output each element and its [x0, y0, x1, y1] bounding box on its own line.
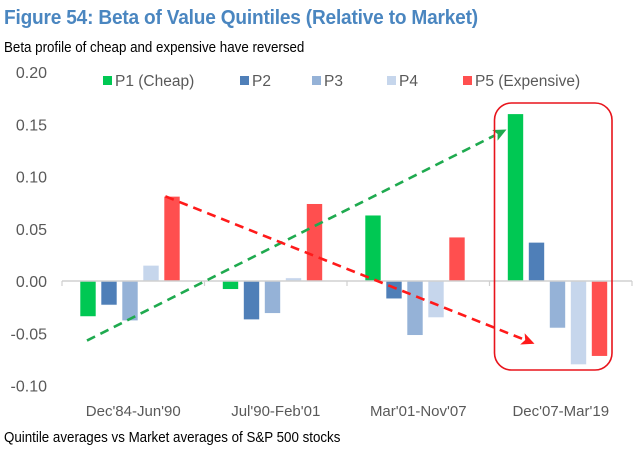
- y-tick-label: 0.00: [16, 274, 47, 291]
- bar-group: [507, 113, 608, 365]
- y-tick-label: 0.20: [16, 65, 47, 82]
- bar: [406, 280, 424, 336]
- legend-label: P2: [252, 73, 271, 90]
- bar: [507, 113, 524, 282]
- bar: [79, 280, 97, 317]
- bar: [121, 280, 139, 322]
- legend-swatch: [463, 76, 472, 85]
- y-axis: 0.20 0.15 0.10 0.05 0.00 -0.05 -0.10: [11, 65, 48, 396]
- legend-item: P3: [312, 73, 343, 90]
- bar: [163, 196, 181, 282]
- y-tick-label: -0.10: [11, 379, 48, 396]
- bar: [264, 280, 281, 314]
- bar-group: [364, 214, 466, 336]
- x-tick-label: Jul'90-Feb'01: [231, 403, 320, 420]
- bar: [100, 280, 118, 306]
- bar: [427, 280, 445, 318]
- bar: [306, 203, 323, 282]
- legend-label: P5 (Expensive): [475, 73, 580, 90]
- y-tick-label: 0.15: [16, 117, 47, 134]
- bar: [243, 280, 260, 320]
- bar-group: [79, 196, 181, 322]
- legend-swatch: [240, 76, 249, 85]
- bar: [570, 280, 587, 365]
- green-trend-arrow: [86, 129, 507, 342]
- bar: [142, 265, 160, 282]
- bar-group: [222, 203, 323, 320]
- arrowhead-icon: [492, 129, 507, 141]
- legend-label: P1 (Cheap): [115, 73, 194, 90]
- bar: [222, 280, 239, 290]
- highlight-box: [493, 102, 613, 371]
- legend-item: P4: [387, 73, 418, 90]
- dashed-line: [164, 195, 523, 341]
- y-tick-label: 0.05: [16, 222, 47, 239]
- arrowhead-icon: [520, 333, 535, 345]
- x-axis: Dec'84-Jun'90 Jul'90-Feb'01 Mar'01-Nov'07 D…: [61, 280, 633, 420]
- red-trend-arrow: [164, 195, 535, 345]
- bars: [79, 113, 608, 365]
- legend: P1 (Cheap) P2 P3 P4 P5 (Expensive): [103, 73, 580, 90]
- bar: [385, 280, 403, 300]
- bar: [528, 242, 545, 282]
- bar: [549, 280, 566, 329]
- bar: [448, 236, 466, 282]
- legend-label: P4: [399, 73, 418, 90]
- y-tick-label: -0.05: [11, 326, 48, 343]
- bar: [591, 280, 608, 357]
- legend-item: P1 (Cheap): [103, 73, 194, 90]
- x-tick-label: Dec'84-Jun'90: [86, 403, 181, 420]
- chart-title: Figure 54: Beta of Value Quintiles (Rela…: [4, 6, 478, 29]
- legend-label: P3: [324, 73, 343, 90]
- chart-subtitle: Beta profile of cheap and expensive have…: [4, 40, 305, 56]
- legend-swatch: [103, 76, 112, 85]
- y-tick-label: 0.10: [16, 170, 47, 187]
- chart-footnote: Quintile averages vs Market averages of …: [4, 430, 341, 446]
- legend-swatch: [387, 76, 396, 85]
- legend-item: P5 (Expensive): [463, 73, 580, 90]
- legend-item: P2: [240, 73, 271, 90]
- dashed-line: [86, 134, 496, 342]
- annotations: [86, 102, 613, 371]
- x-tick-label: Dec'07-Mar'19: [512, 403, 609, 420]
- legend-swatch: [312, 76, 321, 85]
- bar: [364, 214, 382, 282]
- x-tick-label: Mar'01-Nov'07: [370, 403, 467, 420]
